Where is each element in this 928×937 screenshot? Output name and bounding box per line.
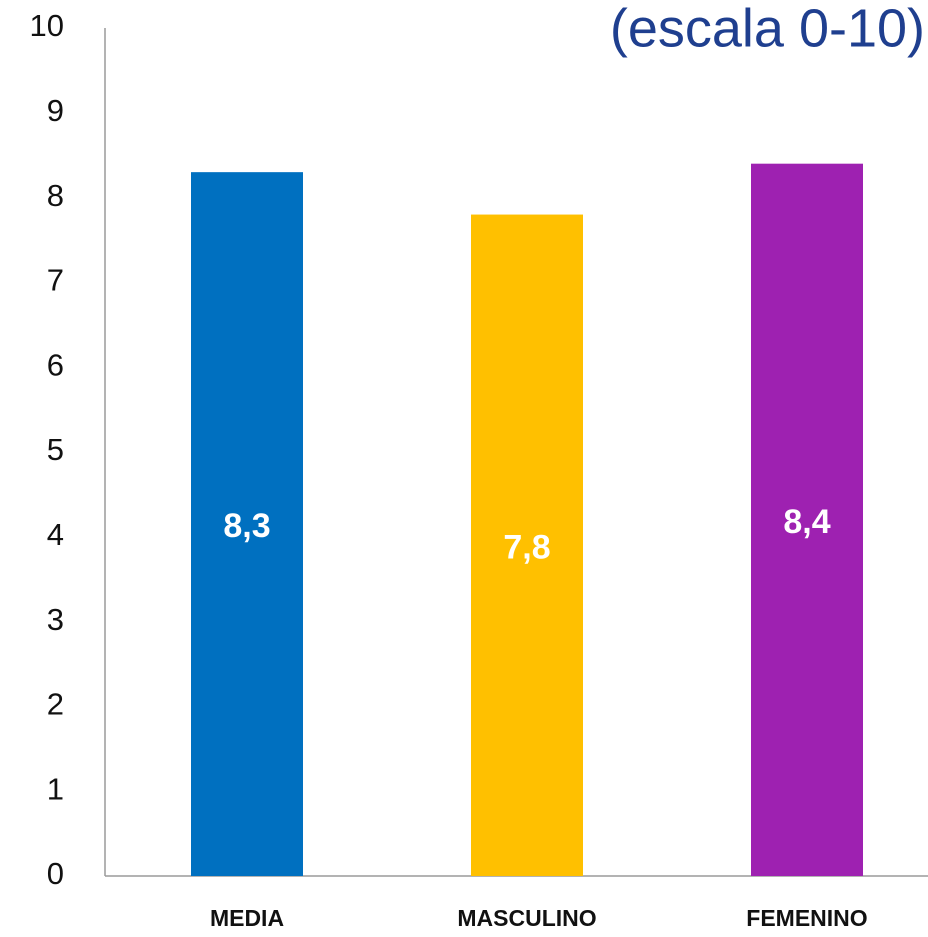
data-label: 8,4 <box>783 503 830 541</box>
y-tick-label: 10 <box>30 8 64 43</box>
y-tick-label: 2 <box>47 687 64 722</box>
data-label: 8,3 <box>223 507 270 545</box>
bar <box>471 214 583 876</box>
data-label: 7,8 <box>503 528 550 566</box>
y-tick-label: 7 <box>47 263 64 298</box>
bar <box>191 172 303 876</box>
y-tick-label: 0 <box>47 856 64 891</box>
bar <box>751 163 863 876</box>
chart-title: (escala 0-10) <box>610 0 925 58</box>
y-tick-label: 3 <box>47 602 64 637</box>
y-tick-label: 6 <box>47 347 64 382</box>
x-tick-label: FEMENINO <box>746 905 867 931</box>
x-tick-label: MASCULINO <box>457 905 596 931</box>
y-tick-label: 5 <box>47 432 64 467</box>
y-tick-label: 1 <box>47 771 64 806</box>
y-tick-label: 4 <box>47 517 64 552</box>
x-tick-label: MEDIA <box>210 905 284 931</box>
y-tick-label: 8 <box>47 178 64 213</box>
y-tick-label: 9 <box>47 93 64 128</box>
